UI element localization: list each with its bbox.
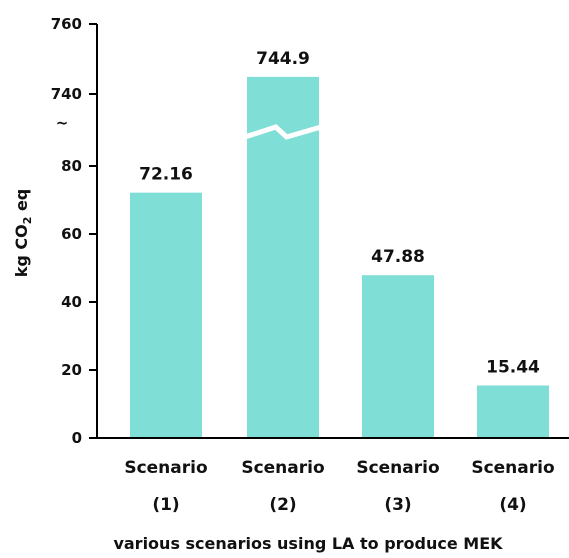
y-tick-label: 20	[61, 361, 82, 379]
y-tick-label: 740	[51, 85, 82, 103]
category-label-line1: Scenario	[241, 458, 324, 478]
y-ticks-layer: 0 20 40 60 80 740 760	[51, 15, 97, 447]
y-axis-title-subscript: 2	[21, 217, 34, 225]
y-axis-break-mark: ~	[56, 114, 69, 132]
bar	[477, 385, 549, 438]
bar	[362, 275, 434, 438]
bar-break-mark	[244, 124, 322, 140]
y-tick-label: 0	[72, 429, 82, 447]
category-labels-layer: Scenario (1) Scenario (2) Scenario (3) Scenari…	[124, 458, 554, 515]
bars-layer	[130, 76, 549, 438]
category-label-line1: Scenario	[124, 458, 207, 478]
data-labels-layer: 72.16 744.9 47.88 15.44	[139, 49, 540, 378]
y-tick-label: 80	[61, 157, 82, 175]
y-tick-label: 760	[51, 15, 82, 33]
category-label-line1: Scenario	[356, 458, 439, 478]
y-axis-title: kg CO2 eq	[12, 189, 34, 278]
y-tick-label: 60	[61, 225, 82, 243]
y-tick-label: 40	[61, 293, 82, 311]
bar	[130, 192, 202, 438]
x-axis-title: various scenarios using LA to produce ME…	[113, 534, 503, 553]
category-label-line2: (2)	[269, 495, 296, 515]
category-label-line2: (1)	[152, 495, 179, 515]
bar-value-label: 744.9	[256, 49, 310, 69]
bar-value-label: 15.44	[486, 358, 540, 378]
category-label-line1: Scenario	[471, 458, 554, 478]
bar-value-label: 47.88	[371, 247, 425, 267]
category-label-line2: (3)	[384, 495, 411, 515]
bar-value-label: 72.16	[139, 165, 193, 185]
category-label-line2: (4)	[499, 495, 526, 515]
